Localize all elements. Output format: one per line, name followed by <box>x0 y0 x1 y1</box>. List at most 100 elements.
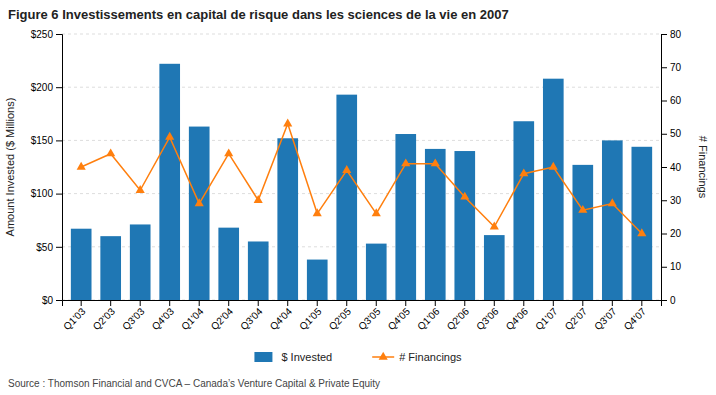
bar <box>71 229 92 300</box>
grid-line <box>62 34 661 35</box>
marker <box>401 158 410 166</box>
tick-label: Q3'07 <box>592 305 619 332</box>
tick: 60 <box>661 95 682 106</box>
marker <box>578 205 587 213</box>
tick-mark <box>661 101 667 102</box>
tick-label: $250 <box>31 29 54 40</box>
tick: Q4'03 <box>150 300 177 332</box>
tick-mark <box>258 300 259 306</box>
tick: $250 <box>31 29 62 40</box>
marker <box>637 228 646 236</box>
bar <box>366 244 387 300</box>
tick-mark <box>661 200 667 201</box>
tick-mark <box>494 300 495 306</box>
tick-label: $150 <box>31 135 54 146</box>
bar <box>218 228 239 300</box>
tick: $100 <box>31 188 62 199</box>
marker <box>254 195 263 203</box>
tick: Q3'03 <box>120 300 147 332</box>
bar <box>631 147 652 300</box>
tick: Q1'06 <box>415 300 442 332</box>
tick-label: 40 <box>670 162 682 173</box>
tick-label: 80 <box>670 29 682 40</box>
bar <box>277 138 298 300</box>
tick-label: Q3'06 <box>474 305 501 332</box>
line <box>81 124 642 234</box>
tick-mark <box>661 67 667 68</box>
grid <box>62 34 661 300</box>
marker <box>372 208 381 216</box>
tick-label: $50 <box>36 242 53 253</box>
tick-mark <box>199 300 200 306</box>
tick-mark <box>661 34 667 35</box>
x-axis: Q1'03Q2'03Q3'03Q4'03Q1'04Q2'04Q3'04Q4'04… <box>61 300 661 332</box>
tick: 40 <box>661 162 682 173</box>
tick-mark <box>56 140 62 141</box>
bar <box>543 79 564 300</box>
marker <box>608 198 617 206</box>
tick: 80 <box>661 29 682 40</box>
tick: Q1'04 <box>179 300 206 332</box>
marker <box>342 165 351 173</box>
tick: $200 <box>31 82 62 93</box>
tick-label: Q4'04 <box>268 305 295 332</box>
tick: Q2'03 <box>91 300 118 332</box>
tick: Q1'07 <box>533 300 560 332</box>
tick-mark <box>56 34 62 35</box>
tick: 10 <box>661 261 682 272</box>
grid-line <box>62 246 661 247</box>
bar-series <box>71 64 652 300</box>
bar <box>307 260 328 300</box>
tick-label: Q2'04 <box>209 305 236 332</box>
tick-mark <box>523 300 524 306</box>
tick-label: Q1'04 <box>179 305 206 332</box>
bar <box>189 127 210 300</box>
tick-mark <box>56 300 62 301</box>
marker <box>549 162 558 170</box>
tick-mark <box>56 247 62 248</box>
marker <box>224 148 233 156</box>
tick-label: Q3'05 <box>356 305 383 332</box>
y2-axis: 01020304050607080 <box>661 29 682 306</box>
tick-mark <box>661 167 667 168</box>
tick: $50 <box>36 242 62 253</box>
tick-mark <box>56 87 62 88</box>
tick-mark <box>661 234 667 235</box>
tick: Q3'07 <box>592 300 619 332</box>
tick-label: 10 <box>670 261 682 272</box>
legend: $ Invested# Financings <box>254 351 462 363</box>
tick-label: 50 <box>670 128 682 139</box>
tick: Q3'04 <box>238 300 265 332</box>
tick: Q2'07 <box>563 300 590 332</box>
tick-label: 70 <box>670 62 682 73</box>
legend-label: # Financings <box>399 351 462 363</box>
marks <box>71 64 652 300</box>
y-axis-title: Amount Invested ($ Millions) <box>4 98 16 237</box>
marker <box>431 158 440 166</box>
tick-label: 60 <box>670 95 682 106</box>
tick: Q2'06 <box>445 300 472 332</box>
tick-label: Q3'04 <box>238 305 265 332</box>
marker <box>460 192 469 200</box>
marker <box>165 132 174 140</box>
bar <box>248 241 269 300</box>
tick-label: $100 <box>31 188 54 199</box>
tick-mark <box>435 300 436 306</box>
tick-mark <box>317 300 318 306</box>
tick: Q4'07 <box>622 300 649 332</box>
tick-mark <box>376 300 377 306</box>
tick-mark <box>287 300 288 306</box>
tick: Q3'06 <box>474 300 501 332</box>
tick-label: Q2'03 <box>91 305 118 332</box>
grid-line <box>62 140 661 141</box>
tick-label: Q1'07 <box>533 305 560 332</box>
bar <box>159 64 180 300</box>
bar <box>130 224 151 300</box>
bar <box>513 121 534 300</box>
tick: Q1'05 <box>297 300 324 332</box>
tick: $150 <box>31 135 62 146</box>
tick-label: Q4'06 <box>504 305 531 332</box>
bar <box>602 140 623 300</box>
marker <box>106 148 115 156</box>
tick-mark <box>169 300 170 306</box>
